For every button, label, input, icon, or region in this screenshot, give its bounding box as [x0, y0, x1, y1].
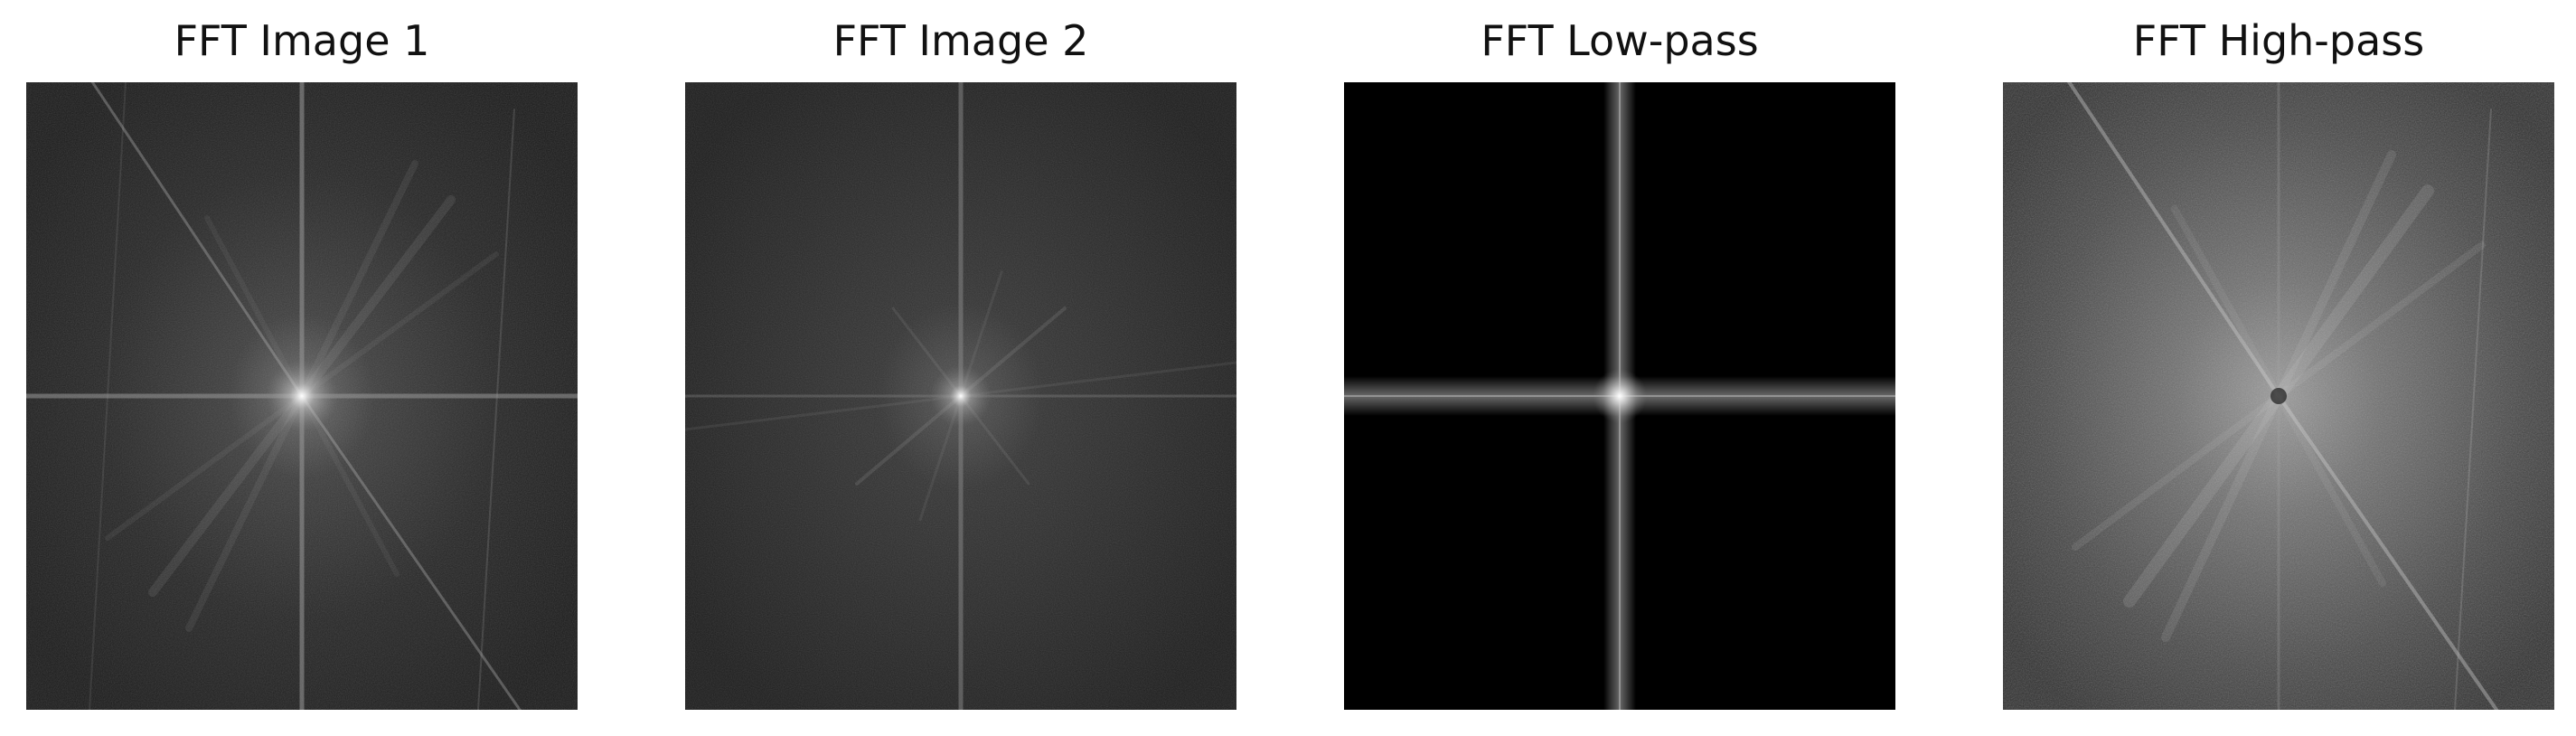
fft-high-pass-spectrum [2003, 82, 2554, 710]
fft-image-2 [685, 82, 1236, 710]
panel-title-fft-low-pass: FFT Low-pass [1481, 16, 1759, 65]
fft-image-2-spectrum [685, 82, 1236, 710]
panel-title-fft-image-1: FFT Image 1 [174, 16, 430, 65]
fft-high-pass [2003, 82, 2554, 710]
fft-low-pass-spectrum [1344, 82, 1895, 710]
panel-title-fft-image-2: FFT Image 2 [832, 16, 1089, 65]
fft-low-pass [1344, 82, 1895, 710]
fft-image-1 [26, 82, 578, 710]
fft-image-1-spectrum [26, 82, 578, 710]
panel-title-fft-high-pass: FFT High-pass [2132, 16, 2425, 65]
